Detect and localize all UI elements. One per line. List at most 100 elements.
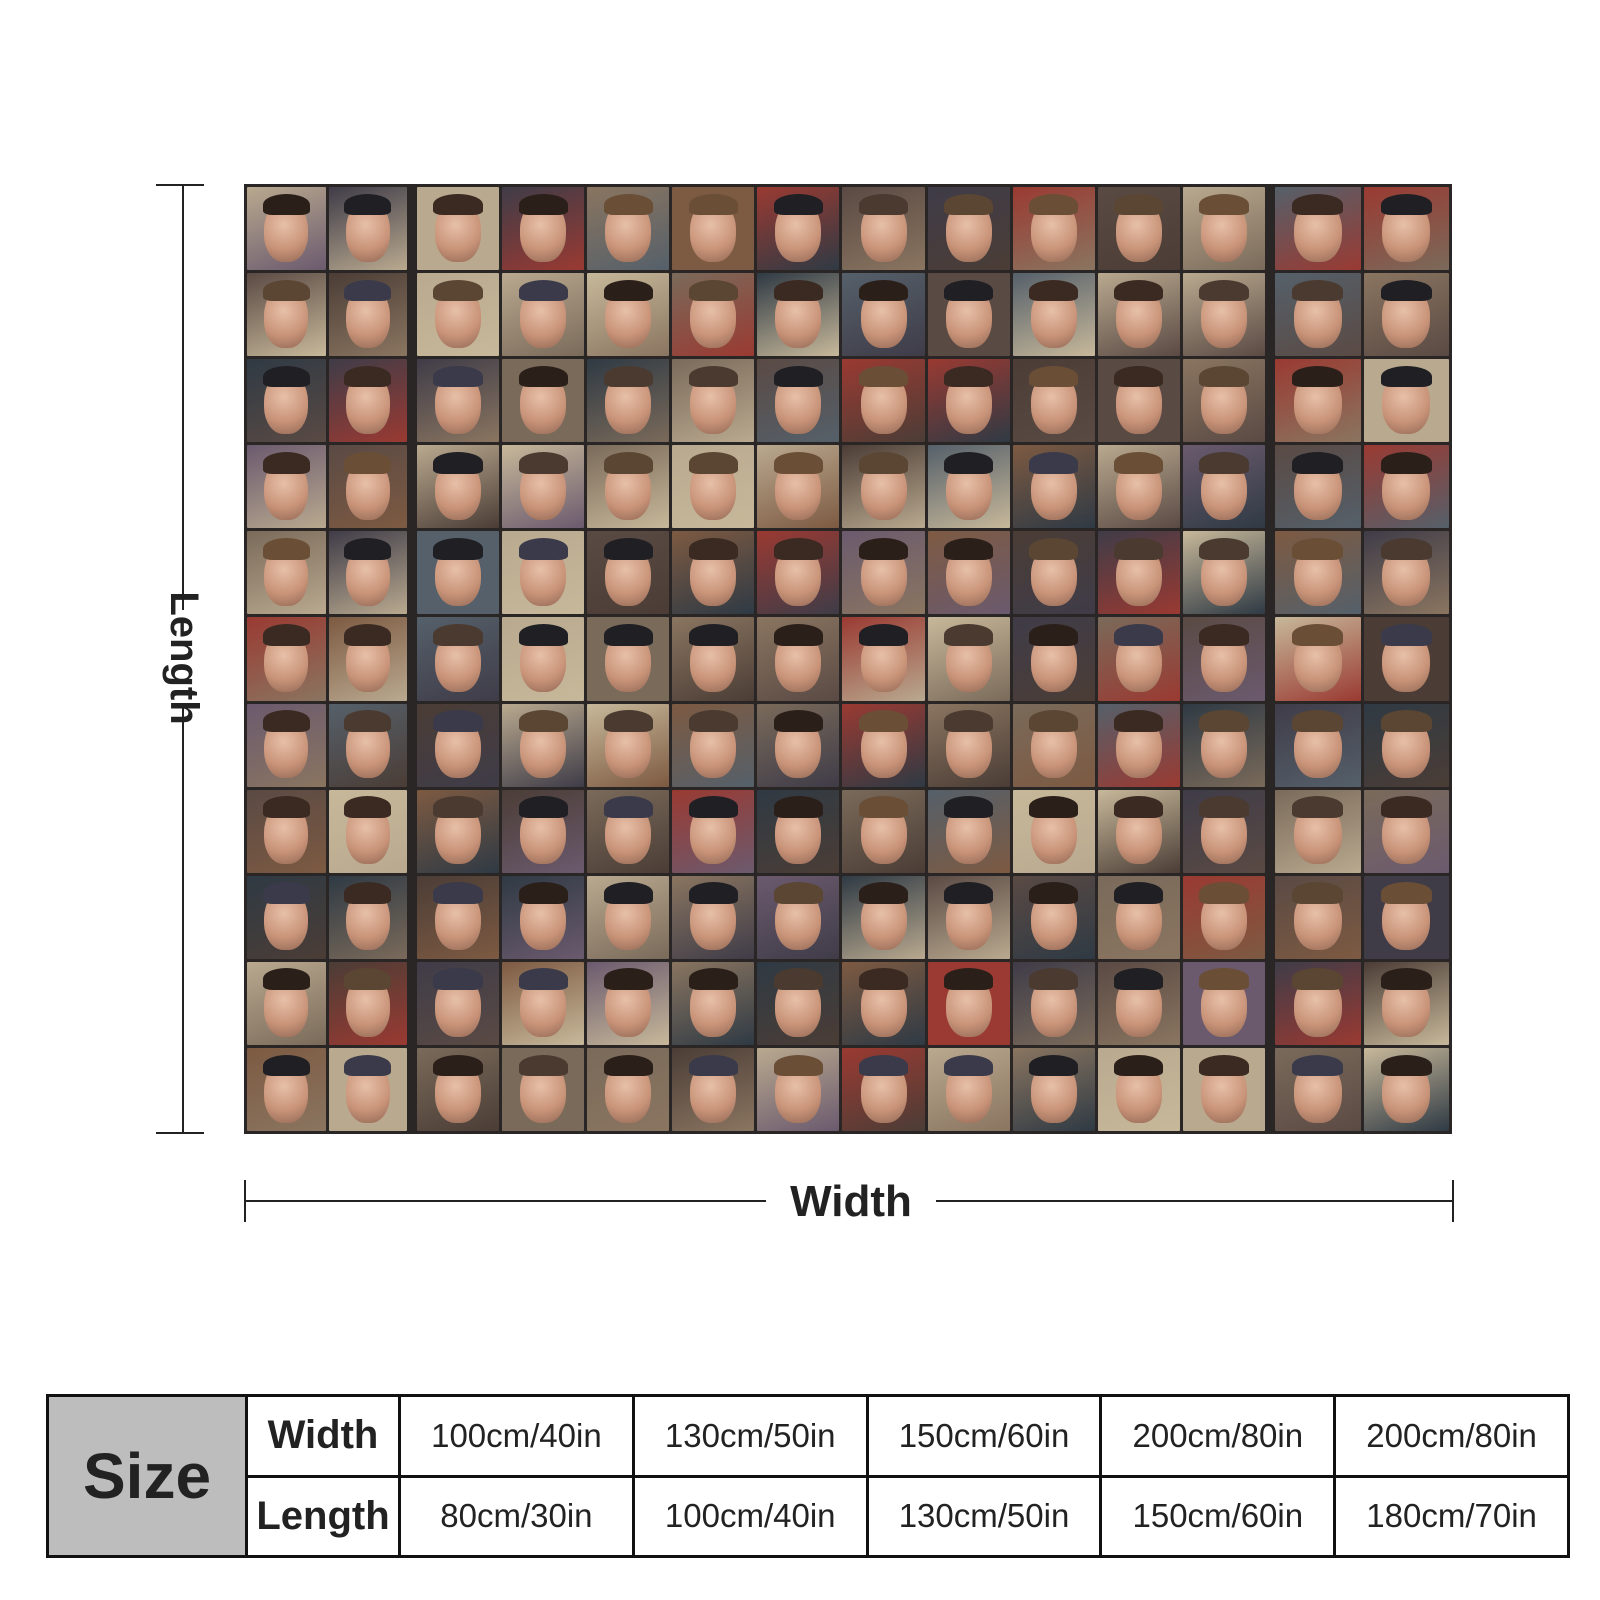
portrait-tile (328, 789, 407, 873)
portrait-tile (247, 187, 326, 271)
portrait-tile (587, 273, 670, 357)
portrait-tile (672, 961, 755, 1045)
portrait-tile (1275, 875, 1361, 959)
portrait-tile (1275, 187, 1361, 271)
portrait-tile (1363, 445, 1449, 529)
length-guide-cap-bottom (156, 1132, 204, 1134)
portrait-tile (247, 961, 326, 1045)
portrait-tile (842, 1047, 925, 1131)
portrait-tile (1012, 789, 1095, 873)
portrait-tile (587, 875, 670, 959)
portrait-tile (328, 187, 407, 271)
portrait-tile (757, 359, 840, 443)
portrait-tile (1182, 1047, 1265, 1131)
width-cell: 200cm/80in (1099, 1394, 1337, 1478)
blanket-image (244, 184, 1452, 1134)
portrait-tile (247, 1047, 326, 1131)
portrait-tile (417, 273, 500, 357)
mosaic-panel-left (244, 184, 410, 1134)
width-row-label: Width (245, 1394, 401, 1478)
portrait-tile (1012, 961, 1095, 1045)
portrait-tile (328, 875, 407, 959)
portrait-tile (587, 617, 670, 701)
portrait-tile (1182, 789, 1265, 873)
portrait-tile (1275, 961, 1361, 1045)
portrait-tile (502, 875, 585, 959)
portrait-tile (1182, 187, 1265, 271)
portrait-tile (328, 445, 407, 529)
portrait-tile (842, 531, 925, 615)
portrait-tile (587, 961, 670, 1045)
portrait-tile (757, 187, 840, 271)
portrait-tile (672, 445, 755, 529)
mosaic-panel-center (414, 184, 1268, 1134)
portrait-tile (842, 445, 925, 529)
portrait-tile (328, 273, 407, 357)
portrait-tile (842, 875, 925, 959)
width-cell: 150cm/60in (865, 1394, 1103, 1478)
portrait-tile (502, 445, 585, 529)
portrait-tile (1097, 187, 1180, 271)
portrait-tile (1275, 617, 1361, 701)
portrait-tile (672, 703, 755, 787)
portrait-tile (757, 875, 840, 959)
portrait-tile (757, 1047, 840, 1131)
portrait-tile (1012, 531, 1095, 615)
portrait-tile (1275, 703, 1361, 787)
portrait-tile (502, 617, 585, 701)
mosaic-panel-right (1272, 184, 1452, 1134)
portrait-tile (1182, 875, 1265, 959)
width-cell: 130cm/50in (631, 1394, 869, 1478)
portrait-tile (1012, 875, 1095, 959)
portrait-tile (1182, 531, 1265, 615)
portrait-tile (1182, 703, 1265, 787)
portrait-tile (502, 273, 585, 357)
width-row: Size Width 100cm/40in 130cm/50in 150cm/6… (46, 1394, 1570, 1558)
portrait-tile (757, 617, 840, 701)
portrait-tile (502, 961, 585, 1045)
portrait-tile (247, 703, 326, 787)
portrait-tile (417, 961, 500, 1045)
size-header: Size (46, 1394, 248, 1558)
portrait-tile (1275, 445, 1361, 529)
length-cell: 100cm/40in (631, 1474, 869, 1558)
portrait-tile (502, 789, 585, 873)
portrait-tile (1275, 531, 1361, 615)
length-cell: 180cm/70in (1333, 1474, 1570, 1558)
portrait-tile (927, 875, 1010, 959)
length-row: Length 80cm/30in 100cm/40in 130cm/50in 1… (48, 1474, 1570, 1558)
portrait-tile (757, 961, 840, 1045)
portrait-tile (1363, 703, 1449, 787)
portrait-tile (1363, 1047, 1449, 1131)
portrait-tile (1097, 875, 1180, 959)
portrait-tile (1012, 617, 1095, 701)
portrait-tile (247, 445, 326, 529)
portrait-tile (927, 789, 1010, 873)
portrait-tile (1182, 961, 1265, 1045)
portrait-tile (672, 273, 755, 357)
portrait-tile (328, 703, 407, 787)
portrait-tile (842, 961, 925, 1045)
portrait-tile (502, 531, 585, 615)
portrait-tile (672, 187, 755, 271)
portrait-tile (587, 187, 670, 271)
portrait-tile (502, 187, 585, 271)
portrait-tile (757, 273, 840, 357)
portrait-tile (1363, 875, 1449, 959)
length-cell: 150cm/60in (1099, 1474, 1337, 1558)
portrait-tile (1012, 1047, 1095, 1131)
portrait-tile (1363, 531, 1449, 615)
portrait-tile (672, 789, 755, 873)
portrait-tile (672, 1047, 755, 1131)
portrait-tile (1012, 359, 1095, 443)
portrait-tile (1012, 445, 1095, 529)
portrait-tile (757, 531, 840, 615)
portrait-tile (842, 789, 925, 873)
portrait-tile (417, 875, 500, 959)
portrait-tile (672, 359, 755, 443)
portrait-tile (1182, 445, 1265, 529)
length-cell: 130cm/50in (865, 1474, 1103, 1558)
portrait-tile (1012, 703, 1095, 787)
portrait-tile (1182, 273, 1265, 357)
portrait-tile (247, 273, 326, 357)
